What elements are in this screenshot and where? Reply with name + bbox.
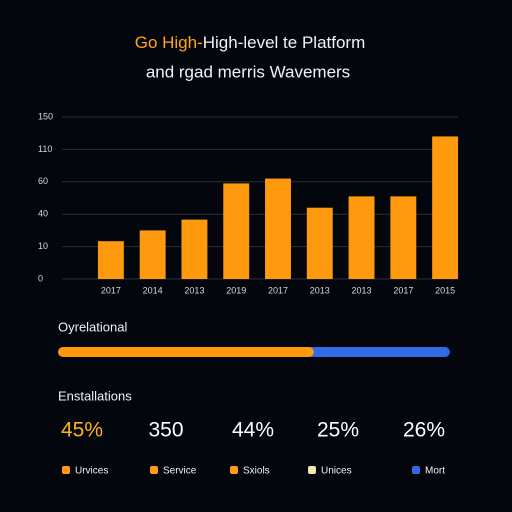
- x-tick-label: 2015: [435, 285, 455, 295]
- x-tick-label: 2014: [143, 285, 163, 295]
- legend-swatch: [412, 466, 420, 474]
- stat-value: 45%: [61, 419, 103, 442]
- bar: [348, 196, 375, 279]
- bar: [265, 178, 291, 279]
- bar: [97, 241, 124, 279]
- y-tick-label: 0: [38, 273, 43, 283]
- title-highlight: Go High-: [135, 33, 203, 52]
- stat-value: 350: [148, 419, 183, 442]
- x-tick-label: 2013: [184, 285, 204, 295]
- y-tick-label: 40: [38, 209, 48, 219]
- chart-subtitle: and rgad merris Wavemers: [146, 62, 350, 81]
- bar: [432, 136, 459, 279]
- y-tick-label: 10: [38, 241, 48, 251]
- bar: [181, 219, 208, 279]
- stats-heading: Enstallations: [58, 388, 132, 403]
- legend-swatch: [308, 466, 316, 474]
- y-tick-label: 150: [38, 111, 53, 121]
- bar: [139, 230, 166, 279]
- x-tick-label: 2017: [101, 285, 121, 295]
- y-tick-label: 110: [38, 144, 52, 154]
- legend-label: Unices: [321, 466, 352, 477]
- x-tick-label: 2017: [268, 285, 288, 295]
- legend-label: Sxiols: [243, 466, 270, 477]
- x-tick-label: 2019: [226, 285, 246, 295]
- stat-value: 25%: [317, 419, 359, 442]
- legend-label: Mort: [425, 466, 445, 477]
- legend-swatch: [62, 466, 70, 474]
- y-tick-label: 60: [38, 176, 48, 186]
- bar: [306, 207, 333, 279]
- x-tick-label: 2017: [393, 285, 413, 295]
- x-tick-label: 2013: [352, 285, 372, 295]
- bar: [390, 196, 417, 279]
- chart-title-line: Go High-High-level te Platform: [135, 33, 366, 52]
- stat-value: 26%: [403, 419, 445, 442]
- legend-swatch: [230, 466, 238, 474]
- legend-label: Urvices: [75, 466, 108, 477]
- legend-label: Service: [163, 466, 197, 477]
- bar: [223, 183, 250, 279]
- legend-swatch: [150, 466, 158, 474]
- stat-value: 44%: [232, 419, 274, 442]
- progress-label: Oyrelational: [58, 319, 127, 334]
- x-tick-label: 2013: [310, 285, 330, 295]
- chart-title: High-level te Platform: [203, 33, 366, 52]
